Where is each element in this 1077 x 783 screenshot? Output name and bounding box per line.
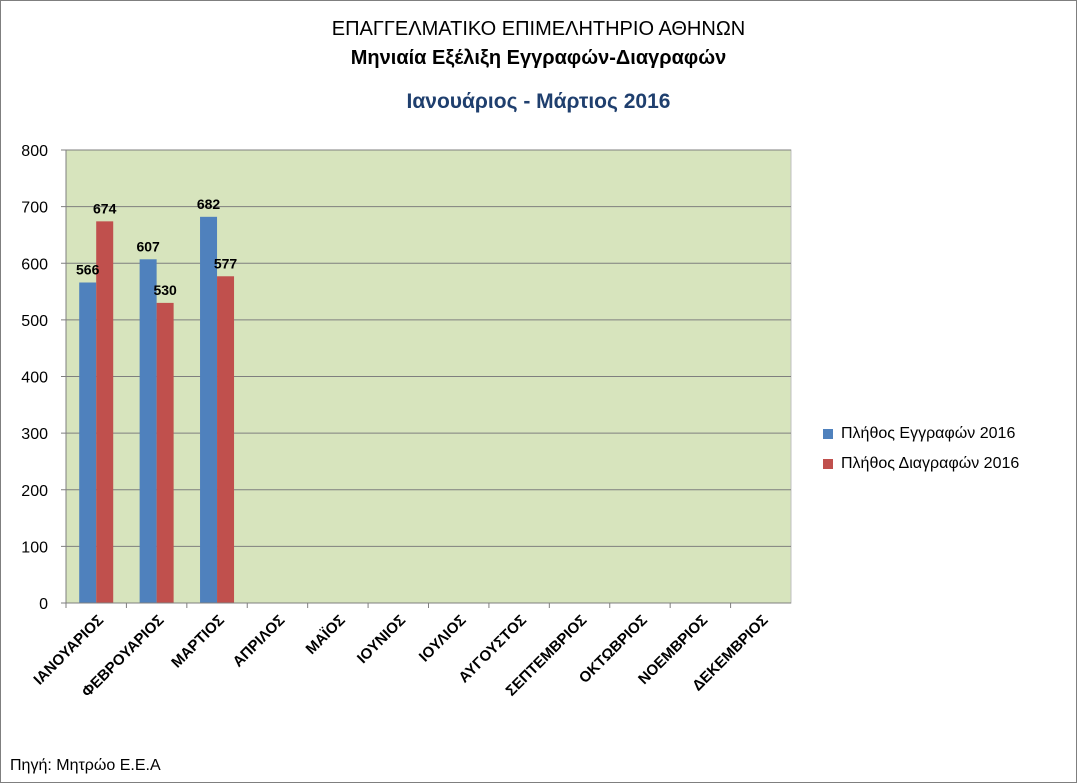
chart-subtitle: Ιανουάριος - Μάρτιος 2016 bbox=[406, 90, 671, 113]
y-tick-label: 600 bbox=[21, 256, 48, 273]
y-tick-label: 0 bbox=[39, 596, 48, 613]
legend-item-deletions: Πλήθος Διαγραφών 2016 bbox=[823, 454, 1019, 474]
data-label: 577 bbox=[214, 255, 238, 271]
x-tick-label: ΜΑΪΟΣ bbox=[303, 612, 349, 658]
source-note: Πηγή: Μητρώο Ε.Ε.Α bbox=[10, 757, 161, 774]
bars bbox=[79, 216, 235, 603]
y-tick-label: 100 bbox=[21, 539, 48, 556]
x-tick-label: ΜΑΡΤΙΟΣ bbox=[168, 612, 228, 672]
bar-deletions bbox=[156, 302, 174, 603]
data-label: 682 bbox=[197, 196, 221, 212]
bar-deletions bbox=[96, 221, 114, 603]
data-label: 566 bbox=[76, 262, 100, 278]
x-tick-label: ΙΟΥΝΙΟΣ bbox=[354, 612, 409, 667]
bar-registrations bbox=[79, 282, 97, 603]
chart-title: ΕΠΑΓΓΕΛΜΑΤΙΚΟ ΕΠΙΜΕΛΗΤΗΡΙΟ ΑΘΗΝΩΝ bbox=[331, 18, 746, 40]
bar-registrations bbox=[139, 259, 157, 603]
legend: Πλήθος Εγγραφών 2016 Πλήθος Διαγραφών 20… bbox=[823, 424, 1019, 484]
y-tick-label: 200 bbox=[21, 483, 48, 500]
data-label: 530 bbox=[153, 282, 177, 298]
bar-deletions bbox=[217, 276, 235, 603]
y-tick-label: 400 bbox=[21, 370, 48, 387]
legend-swatch-registrations bbox=[823, 429, 833, 439]
legend-item-registrations: Πλήθος Εγγραφών 2016 bbox=[823, 424, 1019, 444]
legend-swatch-deletions bbox=[823, 459, 833, 469]
x-tick-label: ΙΟΥΛΙΟΣ bbox=[416, 612, 470, 666]
x-tick-label: ΑΠΡΙΛΟΣ bbox=[230, 612, 289, 671]
bar-registrations bbox=[200, 216, 218, 603]
y-tick-label: 800 bbox=[21, 143, 48, 160]
gridlines bbox=[66, 149, 791, 547]
data-label: 607 bbox=[136, 238, 160, 254]
y-tick-label: 500 bbox=[21, 313, 48, 330]
y-tick-label: 700 bbox=[21, 200, 48, 217]
y-tick-label: 300 bbox=[21, 426, 48, 443]
y-axis: 0 100 200 300 400 500 600 700 800 bbox=[21, 143, 67, 613]
data-label: 674 bbox=[93, 200, 117, 216]
legend-label-deletions: Πλήθος Διαγραφών 2016 bbox=[841, 455, 1020, 472]
chart-title-line2: Μηνιαία Εξέλιξη Εγγραφών-Διαγραφών bbox=[350, 47, 727, 69]
legend-label-registrations: Πλήθος Εγγραφών 2016 bbox=[841, 425, 1016, 442]
data-labels: 566 674 607 530 682 577 bbox=[76, 196, 237, 298]
